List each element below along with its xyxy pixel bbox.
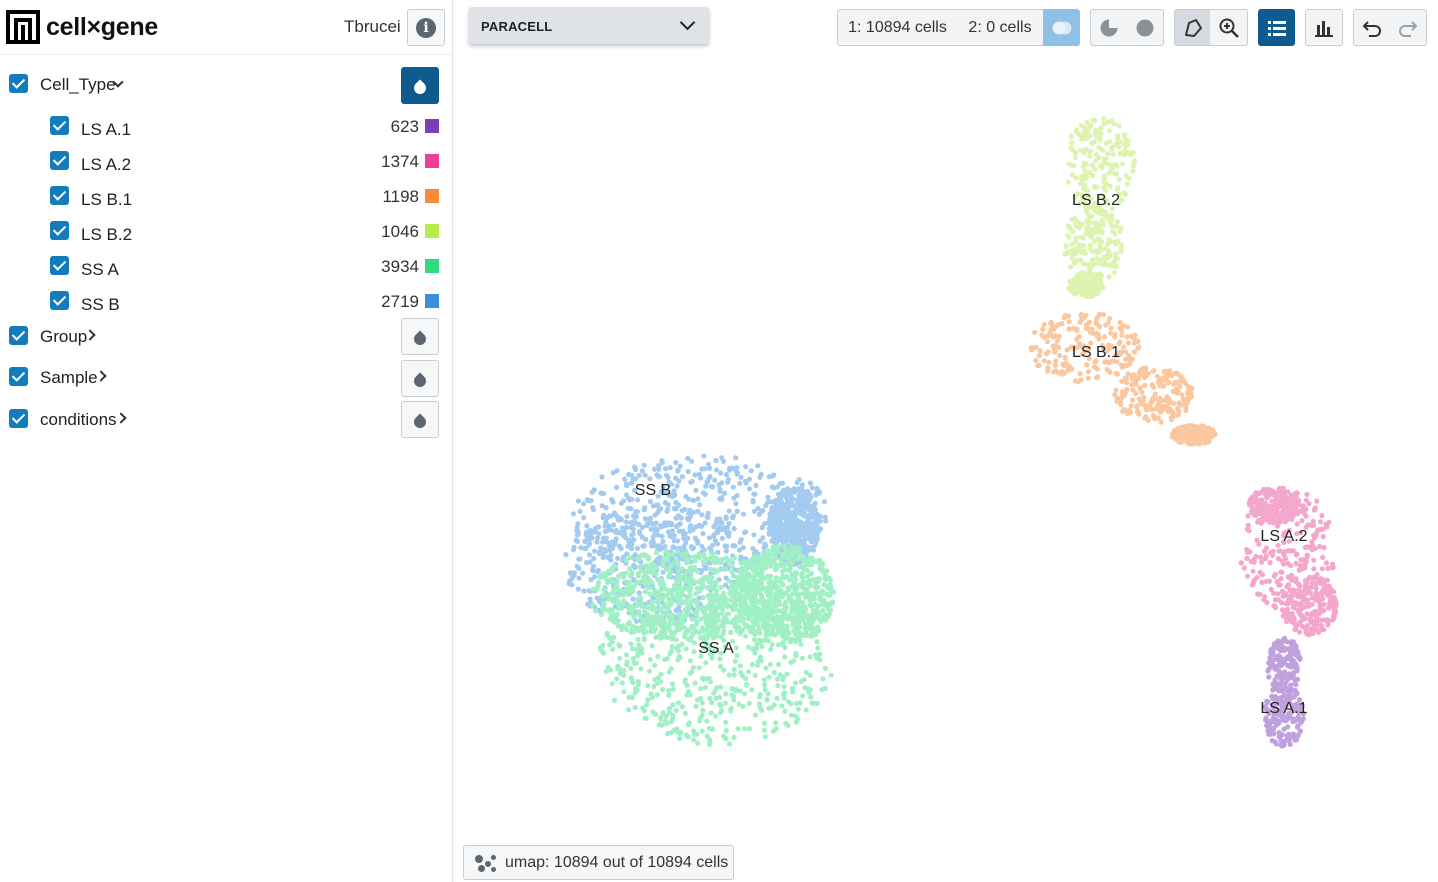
histogram-button[interactable] — [1305, 9, 1343, 46]
color-by-conditions-button[interactable] — [401, 401, 439, 438]
left-sidebar: cell×gene Tbrucei i Cell_Type LS A.1 623… — [0, 0, 453, 882]
value-label: SS A — [81, 260, 119, 279]
category-label-sample[interactable]: Sample — [40, 368, 98, 387]
value-checkbox[interactable] — [50, 256, 69, 275]
dataset-name: Tbrucei — [344, 17, 401, 36]
value-color-swatch — [425, 189, 439, 203]
scatter-icon — [474, 853, 498, 873]
category-label-conditions[interactable]: conditions — [40, 410, 117, 429]
circle-button[interactable] — [1126, 9, 1164, 46]
value-checkbox[interactable] — [50, 186, 69, 205]
list-icon — [1267, 20, 1286, 36]
category-value-row[interactable]: LS A.1 623 — [0, 114, 452, 144]
droplet-icon — [411, 413, 429, 430]
value-count: 1374 — [381, 152, 419, 171]
cluster-label: LS A.1 — [1260, 700, 1307, 717]
color-by-sample-button[interactable] — [401, 360, 439, 397]
droplet-icon — [411, 79, 429, 96]
lasso-button[interactable] — [1174, 9, 1211, 46]
value-checkbox[interactable] — [50, 291, 69, 310]
category-checkbox-conditions[interactable] — [9, 409, 28, 428]
value-label: LS B.1 — [81, 190, 133, 209]
embedding-selector[interactable]: PARACELL — [469, 7, 709, 44]
lasso-icon — [1184, 18, 1202, 37]
category-list-button[interactable] — [1258, 9, 1295, 46]
selection-2-button[interactable]: 2: 0 cells — [957, 9, 1044, 46]
category-value-row[interactable]: LS A.2 1374 — [0, 149, 452, 179]
color-by-group-button[interactable] — [401, 318, 439, 355]
undo-icon — [1362, 20, 1381, 37]
brand-name: cell×gene — [46, 12, 158, 41]
droplet-icon — [411, 330, 429, 347]
category-checkbox-sample[interactable] — [9, 367, 28, 386]
droplet-icon — [411, 372, 429, 389]
value-count: 3934 — [381, 257, 419, 276]
value-count: 1046 — [381, 222, 419, 241]
category-value-row[interactable]: LS B.1 1198 — [0, 184, 452, 214]
venn-icon — [1052, 21, 1071, 34]
info-icon: i — [416, 17, 436, 38]
pie-icon — [1100, 19, 1117, 36]
value-checkbox[interactable] — [50, 151, 69, 170]
histogram-icon — [1315, 20, 1333, 37]
value-color-swatch — [425, 119, 439, 133]
category-label-group[interactable]: Group — [40, 327, 88, 346]
embedding-status-bar: umap: 10894 out of 10894 cells — [463, 845, 734, 880]
cellxgene-logo — [6, 10, 40, 44]
dataset-info-button[interactable]: i — [407, 9, 445, 46]
chevron-down-icon — [679, 14, 696, 31]
cluster-label: SS B — [635, 482, 671, 499]
pie-button[interactable] — [1090, 9, 1127, 46]
category-checkbox-group[interactable] — [9, 326, 28, 345]
scatterplot-canvas[interactable]: LS B.2 LS B.1 SS B SS A LS A.2 LS A.1 — [454, 55, 1438, 882]
selection-1-label: 1: 10894 cells — [848, 18, 947, 36]
value-checkbox[interactable] — [50, 221, 69, 240]
undo-button[interactable] — [1353, 9, 1390, 46]
value-count: 623 — [390, 117, 419, 136]
zoom-icon — [1219, 18, 1239, 38]
venn-button[interactable] — [1043, 9, 1080, 46]
value-label: LS B.2 — [81, 225, 133, 244]
value-label: LS A.2 — [81, 155, 132, 174]
header-divider — [0, 54, 452, 55]
redo-icon — [1398, 20, 1417, 37]
embedding-status-text: umap: 10894 out of 10894 cells — [505, 853, 729, 871]
value-count: 1198 — [382, 187, 419, 206]
value-color-swatch — [425, 259, 439, 273]
value-label: LS A.1 — [81, 120, 132, 139]
value-color-swatch — [425, 294, 439, 308]
category-value-row[interactable]: SS A 3934 — [0, 254, 452, 284]
category-checkbox-cell-type[interactable] — [9, 74, 28, 93]
embedding-selector-label: PARACELL — [481, 19, 553, 34]
value-color-swatch — [425, 154, 439, 168]
cell-points — [563, 116, 1339, 749]
value-count: 2719 — [381, 292, 419, 311]
value-color-swatch — [425, 224, 439, 238]
category-label-cell-type[interactable]: Cell_Type — [40, 75, 116, 94]
redo-button[interactable] — [1389, 9, 1427, 46]
selection-1-button[interactable]: 1: 10894 cells — [837, 9, 958, 46]
cluster-label: SS A — [698, 640, 734, 657]
value-checkbox[interactable] — [50, 116, 69, 135]
color-by-cell-type-button[interactable] — [401, 67, 439, 104]
circle-icon — [1136, 19, 1153, 36]
chevron-right-icon[interactable] — [115, 412, 127, 424]
brand: cell×gene — [6, 10, 158, 44]
value-label: SS B — [81, 295, 120, 314]
category-value-row[interactable]: SS B 2719 — [0, 289, 452, 319]
cluster-label: LS A.2 — [1260, 528, 1307, 545]
selection-2-label: 2: 0 cells — [968, 18, 1032, 36]
zoom-button[interactable] — [1210, 9, 1248, 46]
cluster-label: LS B.2 — [1072, 192, 1120, 209]
embedding-scatterplot[interactable]: LS B.2 LS B.1 SS B SS A LS A.2 LS A.1 — [454, 55, 1438, 882]
category-value-row[interactable]: LS B.2 1046 — [0, 219, 452, 249]
cluster-label: LS B.1 — [1072, 344, 1120, 361]
